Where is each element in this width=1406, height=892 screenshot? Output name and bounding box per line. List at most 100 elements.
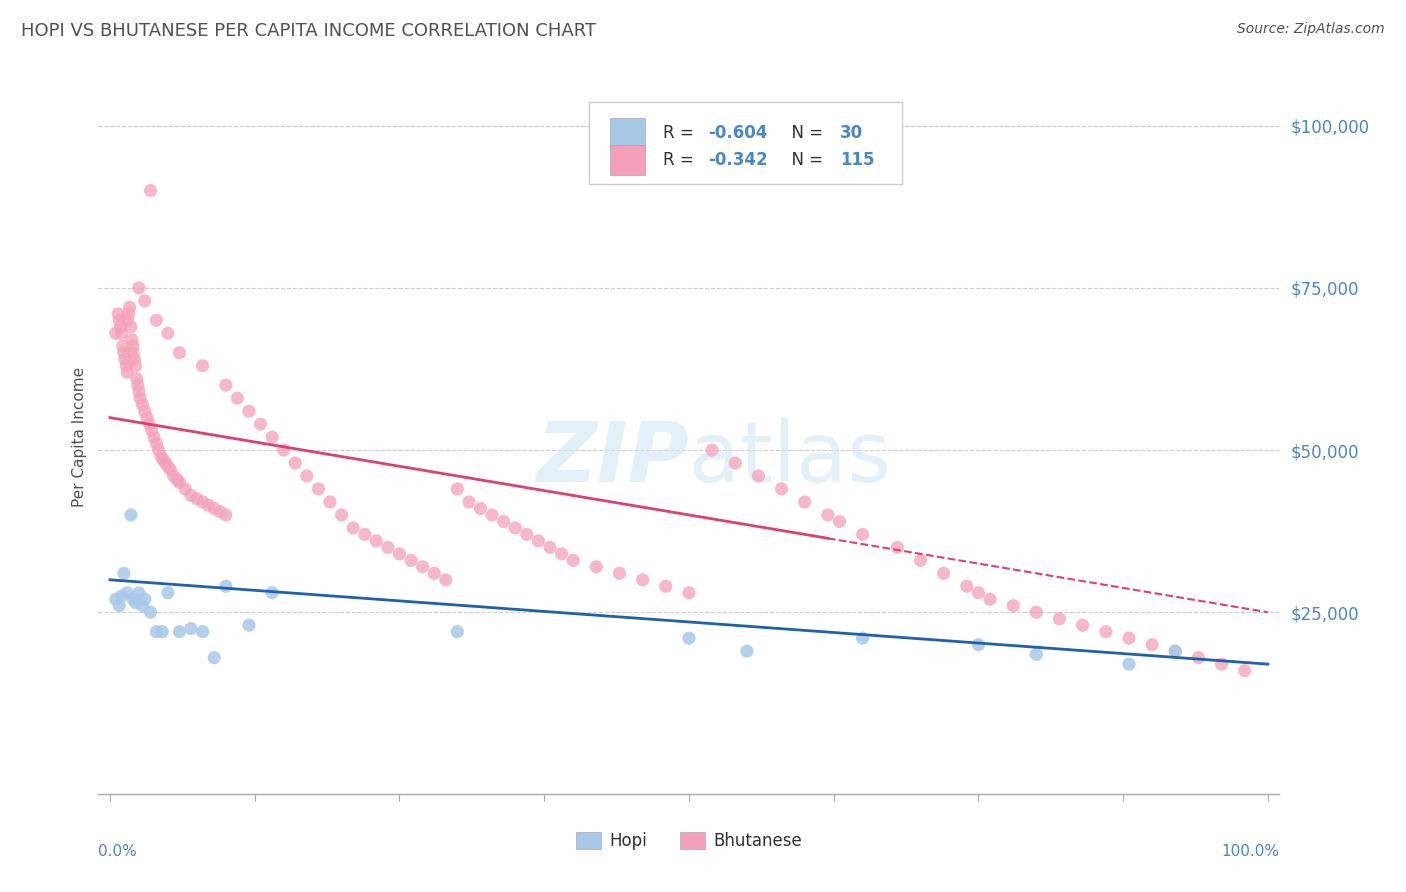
Point — [481, 508, 503, 522]
Point — [169, 345, 191, 359]
Point — [399, 553, 422, 567]
Text: R =: R = — [664, 152, 699, 169]
Text: N =: N = — [782, 152, 828, 169]
Point — [128, 586, 150, 600]
Point — [104, 326, 127, 341]
Point — [111, 339, 134, 353]
Text: atlas: atlas — [689, 418, 890, 499]
Point — [700, 443, 723, 458]
Point — [110, 326, 132, 341]
Point — [107, 307, 129, 321]
Point — [678, 631, 700, 645]
Point — [503, 521, 526, 535]
Point — [516, 527, 538, 541]
Point — [138, 417, 160, 431]
Point — [470, 501, 492, 516]
Point — [770, 482, 793, 496]
Point — [631, 573, 654, 587]
Point — [284, 456, 307, 470]
Point — [150, 624, 173, 639]
Point — [202, 650, 225, 665]
Point — [215, 508, 238, 522]
Point — [120, 319, 142, 334]
Point — [377, 541, 399, 555]
Point — [1140, 638, 1163, 652]
Point — [117, 586, 139, 600]
Point — [388, 547, 411, 561]
Point — [852, 631, 875, 645]
Point — [967, 638, 990, 652]
Point — [128, 384, 150, 399]
Text: HOPI VS BHUTANESE PER CAPITA INCOME CORRELATION CHART: HOPI VS BHUTANESE PER CAPITA INCOME CORR… — [21, 22, 596, 40]
Text: -0.604: -0.604 — [707, 124, 768, 142]
Point — [967, 586, 990, 600]
Point — [120, 508, 142, 522]
Point — [129, 391, 152, 405]
Point — [238, 618, 260, 632]
Point — [562, 553, 585, 567]
Point — [208, 505, 231, 519]
Point — [104, 592, 127, 607]
Point — [131, 599, 153, 613]
Point — [149, 450, 172, 464]
Point — [117, 307, 139, 321]
Point — [117, 313, 139, 327]
Point — [110, 319, 132, 334]
Point — [134, 404, 156, 418]
Point — [434, 573, 457, 587]
Point — [932, 566, 955, 581]
Point — [423, 566, 446, 581]
Point — [174, 482, 197, 496]
Point — [163, 469, 186, 483]
Point — [155, 456, 177, 470]
Point — [186, 491, 208, 506]
Point — [156, 586, 179, 600]
Point — [538, 541, 561, 555]
Point — [124, 352, 146, 367]
Point — [1025, 605, 1047, 619]
Point — [585, 559, 607, 574]
Point — [724, 456, 747, 470]
Point — [215, 378, 238, 392]
Point — [152, 452, 174, 467]
Point — [191, 624, 214, 639]
Point — [735, 644, 758, 658]
Point — [1118, 657, 1140, 672]
Point — [191, 495, 214, 509]
Point — [527, 533, 550, 548]
Point — [108, 599, 131, 613]
Point — [412, 559, 434, 574]
Point — [122, 339, 145, 353]
Point — [817, 508, 839, 522]
Point — [139, 605, 162, 619]
Point — [979, 592, 1001, 607]
Point — [112, 566, 135, 581]
Point — [141, 424, 163, 438]
Point — [124, 595, 146, 609]
Point — [114, 352, 136, 367]
Point — [128, 281, 150, 295]
Point — [108, 313, 131, 327]
Point — [249, 417, 271, 431]
Point — [1233, 664, 1256, 678]
Point — [366, 533, 388, 548]
Point — [156, 326, 179, 341]
Point — [110, 589, 132, 603]
Point — [127, 378, 149, 392]
Point — [226, 391, 249, 405]
Point — [319, 495, 342, 509]
Point — [145, 313, 167, 327]
Point — [121, 333, 143, 347]
Point — [910, 553, 932, 567]
Point — [828, 515, 851, 529]
Text: N =: N = — [782, 124, 828, 142]
Point — [678, 586, 700, 600]
Point — [124, 359, 146, 373]
Point — [1025, 648, 1047, 662]
Text: 100.0%: 100.0% — [1222, 844, 1279, 859]
Point — [1211, 657, 1233, 672]
Point — [747, 469, 769, 483]
Point — [1187, 650, 1209, 665]
Point — [1164, 644, 1187, 658]
Point — [191, 359, 214, 373]
